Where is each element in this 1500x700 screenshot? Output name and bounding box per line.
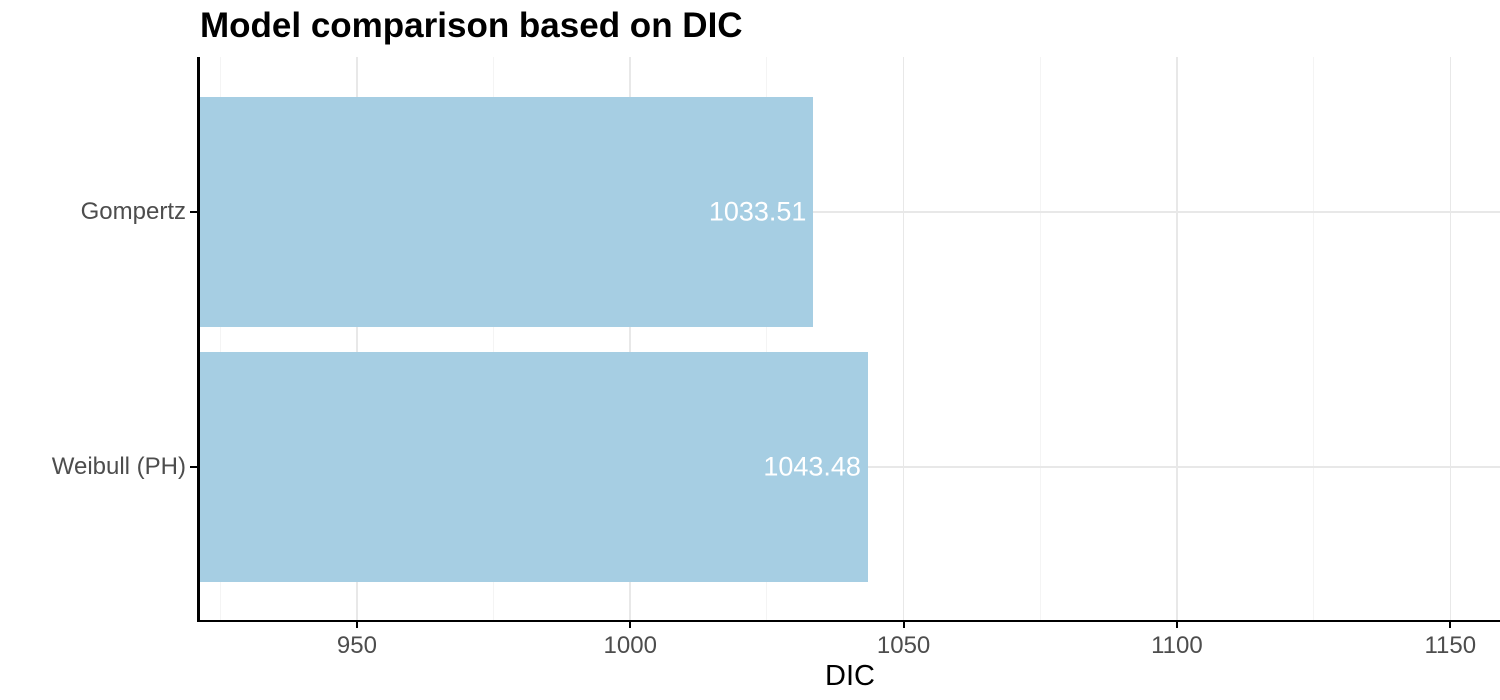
major-gridline — [356, 57, 358, 620]
bar-gompertz: 1033.51 — [200, 97, 814, 327]
y-axis-line — [197, 57, 200, 622]
y-tick-mark — [190, 211, 197, 213]
x-tick-mark — [355, 622, 358, 628]
major-gridline — [902, 57, 905, 620]
x-tick-mark — [1449, 622, 1452, 628]
x-tick-mark — [1175, 622, 1178, 628]
major-gridline — [1449, 57, 1451, 620]
x-tick-label: 1050 — [876, 632, 931, 659]
minor-gridline — [1039, 57, 1041, 620]
y-axis-category-label: Gompertz — [80, 198, 186, 225]
x-tick-label: 950 — [336, 632, 377, 659]
minor-gridline — [1313, 57, 1315, 620]
plot-panel: 1033.51 1043.48 — [200, 57, 1500, 620]
major-gridline — [629, 57, 631, 620]
x-tick-label: 1150 — [1424, 632, 1477, 659]
x-tick-mark — [629, 622, 632, 628]
x-axis-title: DIC — [825, 660, 875, 692]
x-tick-mark — [902, 622, 905, 628]
x-tick-label: 1100 — [1151, 632, 1203, 659]
bar-value-label: 1033.51 — [708, 196, 807, 227]
bar-weibull-ph: 1043.48 — [200, 352, 868, 582]
x-tick-label: 1000 — [603, 632, 657, 659]
minor-gridline — [766, 57, 768, 620]
chart-title: Model comparison based on DIC — [200, 6, 743, 45]
y-axis-category-label: Weibull (PH) — [51, 453, 186, 480]
category-gridline — [200, 211, 1500, 213]
minor-gridline — [493, 57, 495, 620]
minor-gridline — [219, 57, 221, 620]
bar-value-label: 1043.48 — [763, 451, 861, 482]
major-gridline — [1176, 57, 1178, 620]
y-tick-mark — [190, 466, 197, 468]
x-axis-line — [197, 619, 1500, 622]
